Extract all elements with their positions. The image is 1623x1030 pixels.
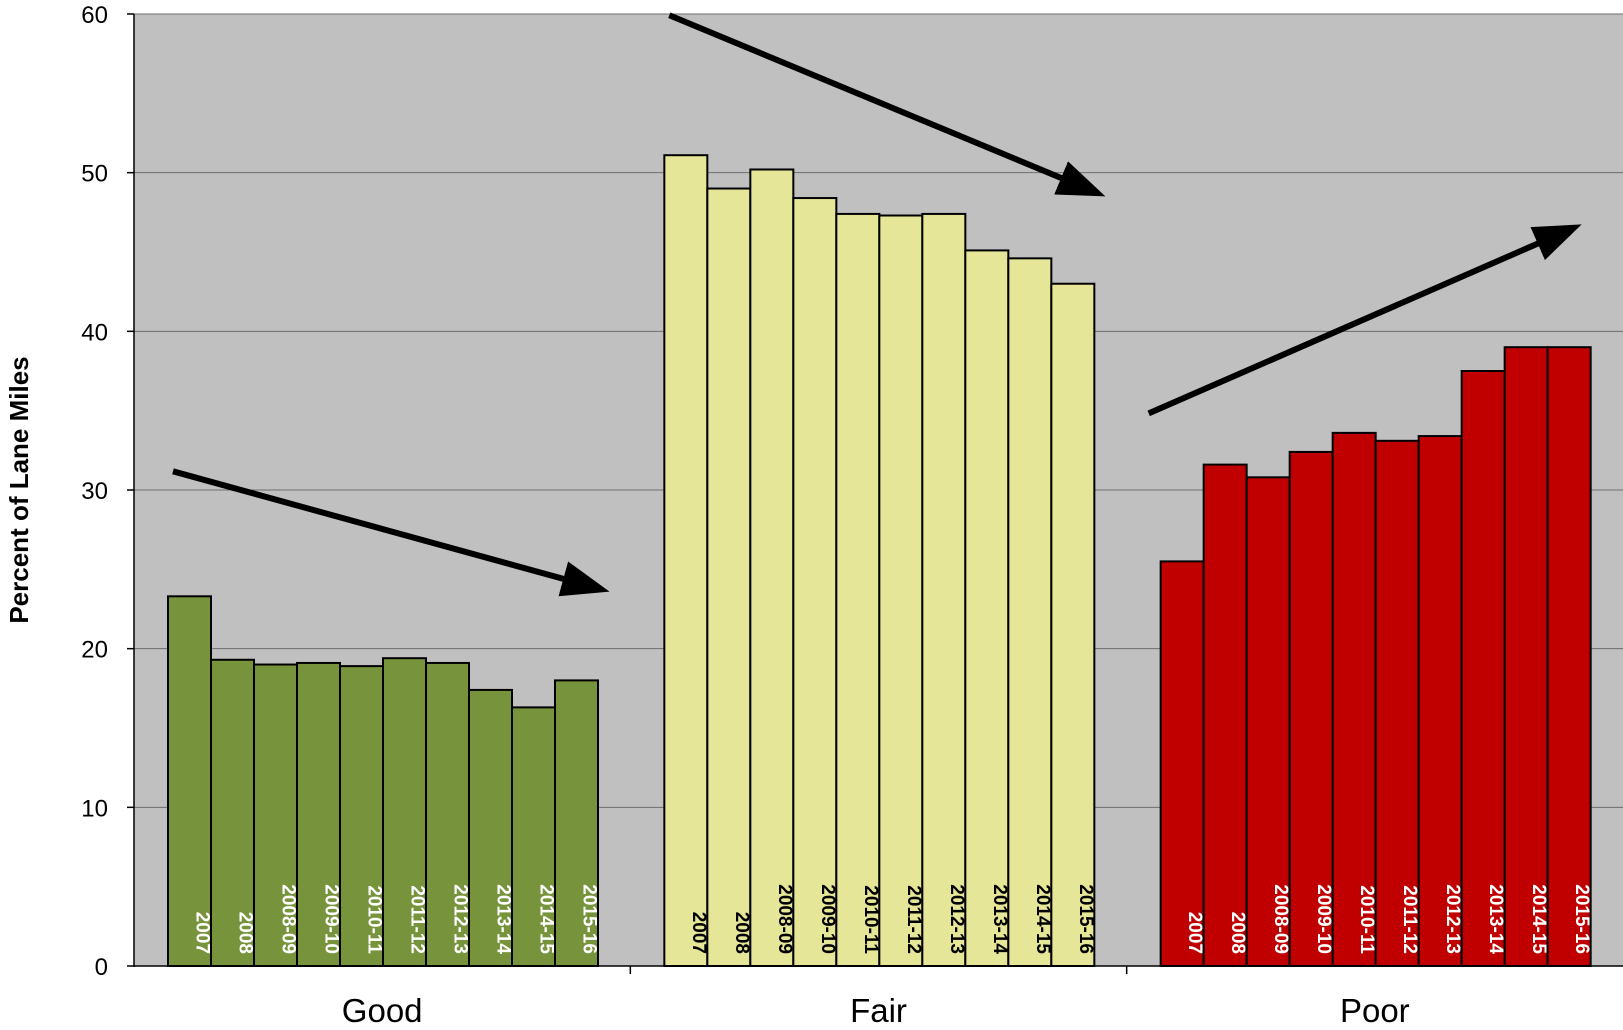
bar-good-2012-13 [425, 661, 470, 967]
bar-fair-2011-12 [878, 214, 924, 968]
bar-category-label: 2008-09 [774, 884, 795, 954]
bar-good-2014-15 [511, 706, 556, 968]
bar-category-label: 2012-13 [1442, 884, 1463, 954]
bar-group-good: 2007 2008 2008-09 2009-10 2010-11 2011-12 2012… [167, 595, 600, 968]
bar-category-label: 2013-14 [989, 884, 1010, 954]
bar-fair-2013-14 [964, 249, 1010, 967]
bar-poor-2007 [1159, 560, 1205, 968]
y-tick-label: 40 [81, 319, 108, 346]
bar-category-label: 2008-09 [278, 884, 299, 954]
bar-category-label: 2010-11 [1356, 885, 1377, 954]
bar-group-poor: 2007 2008 2008-09 2009-10 2010-11 2011-12 2012… [1159, 346, 1592, 968]
trend-arrow-fair [668, 12, 1106, 197]
bar-group-fair: 2007 2008 2008-09 2009-10 2010-11 2011-12 2012… [663, 154, 1096, 968]
axes: 0 10 20 30 40 50 60 Good Fair Poor [81, 2, 1623, 1029]
bar-category-label: 2014-15 [1032, 884, 1053, 954]
bar-category-label: 2009-10 [1313, 884, 1334, 954]
bar-category-label: 2008 [1227, 912, 1248, 954]
trend-arrow-poor [1147, 224, 1582, 417]
bar-category-label: 2013-14 [1485, 884, 1506, 954]
bar-category-label: 2015-16 [1571, 884, 1592, 954]
bar-good-2011-12 [382, 657, 427, 967]
bars: 2007 2008 2008-09 2009-10 2010-11 2011-12 2012… [167, 154, 1592, 968]
x-group-label: Fair [850, 992, 907, 1029]
bar-category-label: 2009-10 [817, 884, 838, 954]
bar-good-2013-14 [468, 688, 513, 967]
bar-poor-2009-10 [1288, 450, 1334, 968]
bar-category-label: 2011-12 [407, 885, 428, 954]
bar-good-2007 [167, 595, 212, 967]
bar-category-label: 2015-16 [579, 884, 600, 954]
bar-poor-2015-16 [1546, 346, 1592, 967]
bar-category-label: 2010-11 [364, 885, 385, 954]
bar-fair-2015-16 [1050, 282, 1096, 967]
bar-fair-2008-09 [749, 168, 795, 967]
bar-fair-2010-11 [835, 212, 881, 968]
bar-category-label: 2007 [688, 912, 709, 954]
bar-poor-2013-14 [1460, 370, 1506, 967]
y-tick-label: 30 [81, 478, 108, 505]
bar-category-label: 2011-12 [1399, 885, 1420, 954]
bar-poor-2008 [1202, 463, 1248, 967]
bar-category-label: 2009-10 [321, 884, 342, 954]
y-tick-label: 0 [95, 954, 108, 981]
bar-category-label: 2008 [731, 912, 752, 954]
bar-fair-2009-10 [792, 197, 838, 967]
bar-good-2008 [210, 658, 255, 967]
bar-fair-2007 [663, 154, 709, 968]
y-tick-label: 20 [81, 637, 108, 664]
bar-category-label: 2012-13 [946, 884, 967, 954]
bar-category-label: 2008 [235, 912, 256, 954]
bar-category-label: 2011-12 [903, 885, 924, 954]
bar-fair-2012-13 [921, 212, 967, 968]
bar-category-label: 2010-11 [860, 885, 881, 954]
trend-arrow-good [172, 468, 610, 597]
bar-good-2015-16 [554, 679, 599, 968]
y-tick-label: 60 [81, 2, 108, 29]
bar-fair-2008 [706, 187, 752, 968]
trend-arrows [172, 12, 1582, 597]
bar-category-label: 2015-16 [1075, 884, 1096, 954]
x-group-label: Poor [1340, 992, 1410, 1029]
bar-fair-2014-15 [1007, 257, 1053, 967]
bar-category-label: 2008-09 [1270, 884, 1291, 954]
bar-category-label: 2007 [1184, 912, 1205, 954]
bar-category-label: 2013-14 [493, 884, 514, 954]
y-tick-label: 10 [81, 795, 108, 822]
bar-category-label: 2014-15 [536, 884, 557, 954]
bar-poor-2014-15 [1503, 346, 1549, 967]
y-axis-title: Percent of Lane Miles [4, 356, 34, 623]
bar-category-label: 2012-13 [450, 884, 471, 954]
x-group-label: Good [342, 992, 423, 1029]
bar-category-label: 2007 [192, 912, 213, 954]
bar-category-label: 2014-15 [1528, 884, 1549, 954]
y-tick-label: 50 [81, 161, 108, 188]
